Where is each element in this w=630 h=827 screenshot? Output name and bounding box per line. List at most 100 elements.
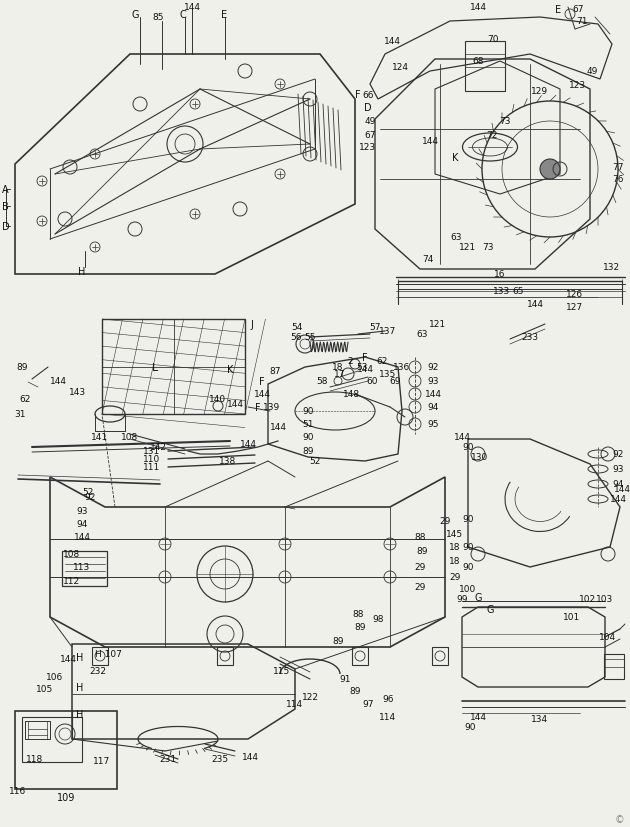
- Text: 18: 18: [332, 363, 344, 372]
- Bar: [102, 319, 245, 414]
- Text: 127: 127: [566, 304, 583, 312]
- Text: 106: 106: [47, 672, 64, 681]
- Text: ©: ©: [615, 814, 625, 824]
- Text: 73: 73: [482, 243, 494, 252]
- Text: G: G: [474, 592, 482, 602]
- Text: G: G: [131, 10, 139, 20]
- Text: H: H: [78, 266, 86, 277]
- Text: 148: 148: [343, 390, 360, 399]
- Text: 58: 58: [316, 377, 328, 386]
- Text: 235: 235: [212, 754, 229, 763]
- Text: 115: 115: [273, 667, 290, 676]
- Text: 117: 117: [93, 757, 111, 766]
- Text: 104: 104: [599, 633, 617, 642]
- Text: 112: 112: [64, 576, 81, 586]
- Text: 144: 144: [454, 433, 471, 442]
- Text: 109: 109: [57, 792, 75, 802]
- Text: 29: 29: [449, 573, 461, 582]
- Text: F: F: [362, 352, 368, 362]
- Text: 231: 231: [159, 754, 176, 763]
- Text: K: K: [227, 365, 233, 375]
- Text: 60: 60: [366, 377, 378, 386]
- Text: E: E: [221, 10, 227, 20]
- Circle shape: [540, 160, 560, 179]
- Text: J: J: [251, 319, 253, 330]
- Text: 17: 17: [335, 370, 346, 379]
- Text: 101: 101: [563, 613, 581, 622]
- Text: 89: 89: [16, 363, 28, 372]
- Text: 144: 144: [469, 2, 486, 12]
- Text: 85: 85: [152, 13, 164, 22]
- Text: 88: 88: [352, 609, 364, 619]
- Text: 144: 144: [239, 440, 256, 449]
- Text: 52: 52: [309, 457, 321, 466]
- Text: 113: 113: [73, 563, 91, 571]
- Text: 94: 94: [76, 520, 88, 528]
- Text: 144: 144: [183, 3, 200, 12]
- Text: 233: 233: [522, 333, 539, 342]
- Text: 116: 116: [9, 786, 26, 796]
- Text: 54: 54: [291, 323, 302, 332]
- Text: 110: 110: [143, 455, 160, 464]
- Text: 56: 56: [290, 333, 302, 342]
- Text: 144: 144: [421, 137, 438, 146]
- Text: 132: 132: [604, 263, 621, 272]
- Text: 99: 99: [456, 595, 467, 604]
- Text: 87: 87: [269, 367, 281, 376]
- Text: 123: 123: [360, 143, 377, 152]
- Text: 114: 114: [287, 700, 304, 709]
- Text: 92: 92: [84, 493, 96, 502]
- Text: H: H: [76, 709, 84, 719]
- Text: 63: 63: [416, 330, 428, 339]
- Text: 121: 121: [459, 243, 476, 252]
- Text: 72: 72: [486, 131, 498, 139]
- Text: 29: 29: [415, 583, 426, 592]
- Text: 74: 74: [422, 256, 433, 264]
- Text: 62: 62: [376, 357, 387, 366]
- Text: 88: 88: [415, 533, 426, 542]
- Text: 145: 145: [447, 530, 464, 539]
- Text: 63: 63: [450, 233, 462, 242]
- Bar: [62, 552, 107, 586]
- Text: 51: 51: [302, 420, 314, 429]
- Text: 144: 144: [50, 377, 67, 386]
- Text: G: G: [486, 605, 494, 614]
- Text: 136: 136: [393, 363, 411, 372]
- Text: 144: 144: [227, 400, 244, 409]
- Text: 141: 141: [91, 433, 108, 442]
- Text: 2: 2: [347, 357, 353, 366]
- Text: 92: 92: [612, 450, 624, 459]
- Text: 144: 144: [74, 533, 91, 542]
- Text: 90: 90: [462, 443, 474, 452]
- Text: 122: 122: [302, 693, 319, 701]
- Text: H: H: [76, 653, 84, 662]
- Text: 73: 73: [499, 117, 511, 127]
- Text: 90: 90: [462, 543, 474, 552]
- Text: 98: 98: [372, 614, 384, 624]
- Bar: [25, 721, 50, 739]
- Text: 108: 108: [122, 433, 139, 442]
- Text: 93: 93: [427, 377, 438, 386]
- Text: 102: 102: [580, 595, 597, 604]
- Text: 90: 90: [464, 723, 476, 732]
- Text: 232: 232: [89, 667, 106, 676]
- Text: 29: 29: [415, 563, 426, 571]
- Text: 68: 68: [472, 57, 484, 66]
- Text: 144: 144: [469, 713, 486, 722]
- Text: 144: 144: [270, 423, 287, 432]
- Text: 124: 124: [391, 64, 408, 73]
- Text: 94: 94: [612, 480, 624, 489]
- Text: D: D: [364, 103, 372, 112]
- Text: 55: 55: [304, 333, 316, 342]
- Text: E: E: [555, 5, 561, 15]
- Text: F: F: [355, 90, 361, 100]
- Text: 111: 111: [143, 463, 160, 472]
- Text: 90: 90: [302, 433, 314, 442]
- Text: 16: 16: [495, 270, 506, 280]
- Bar: [352, 648, 368, 665]
- Text: 70: 70: [487, 36, 499, 45]
- Text: 129: 129: [532, 88, 549, 97]
- Text: 96: 96: [382, 695, 394, 704]
- Text: 57: 57: [369, 323, 381, 332]
- Text: 105: 105: [37, 685, 54, 694]
